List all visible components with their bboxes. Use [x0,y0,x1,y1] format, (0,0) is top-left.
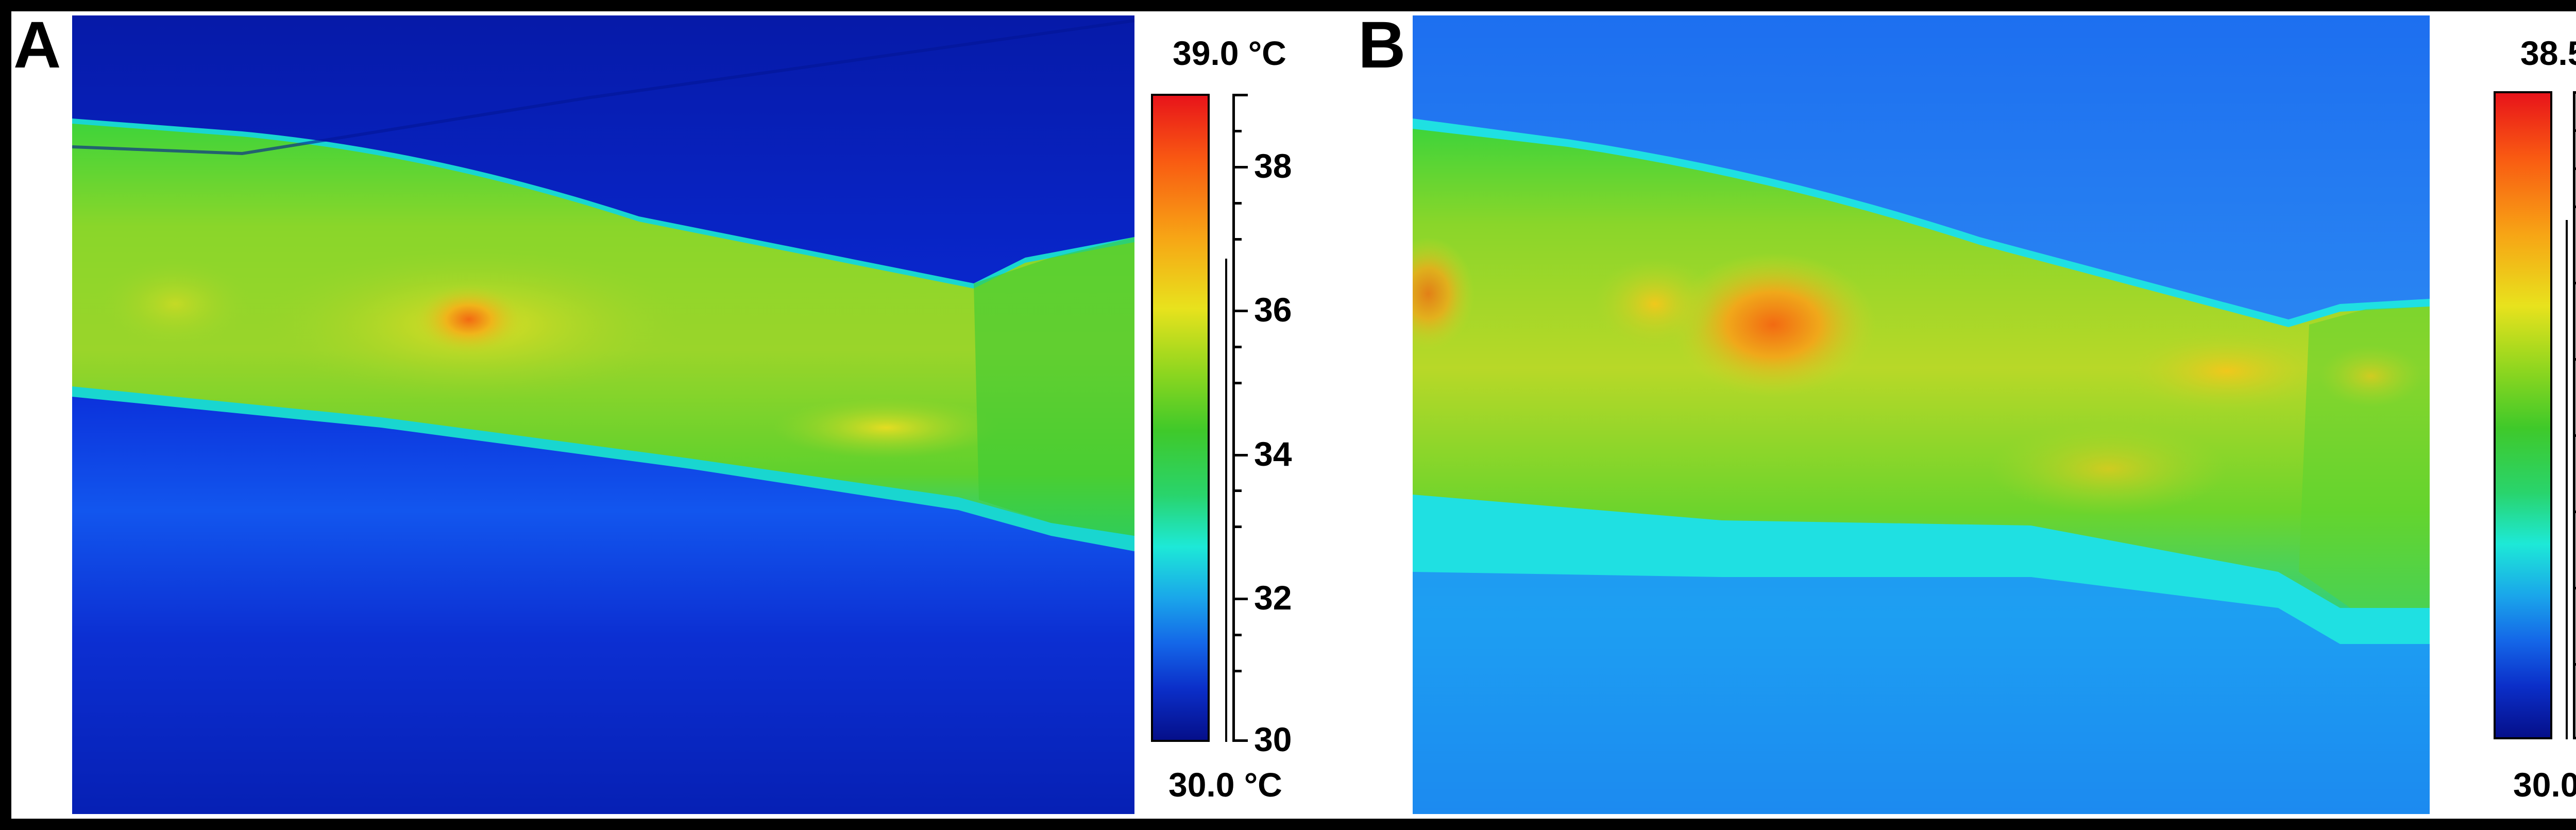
tick-label-34: 34 [1254,435,1292,473]
panel-a: A [11,11,1333,819]
tick-label-32: 32 [1254,579,1292,617]
color-scale-axis: 38 36 34 32 30 [1225,94,1294,756]
thermal-image [1413,15,2430,814]
color-scale-bar [1151,94,1210,742]
scale-min-label: 30.0 °C [2513,766,2576,804]
scale-min-label: 30.0 °C [1168,766,1282,804]
thermal-image [72,15,1134,814]
tick-label-30: 30 [1254,720,1292,758]
tick-label-38: 38 [1254,147,1292,185]
scale-max-label: 39.0 °C [1173,34,1286,72]
color-scale-axis: 38 36 34 32 30 [2566,91,2576,739]
panel-letter: B [1358,8,1406,82]
color-scale-bar [2494,91,2552,739]
scale-max-label: 38.5°C [2520,34,2576,72]
panel-letter: A [13,8,61,82]
tick-label-36: 36 [1254,291,1292,329]
panel-b: B [1356,11,2576,819]
